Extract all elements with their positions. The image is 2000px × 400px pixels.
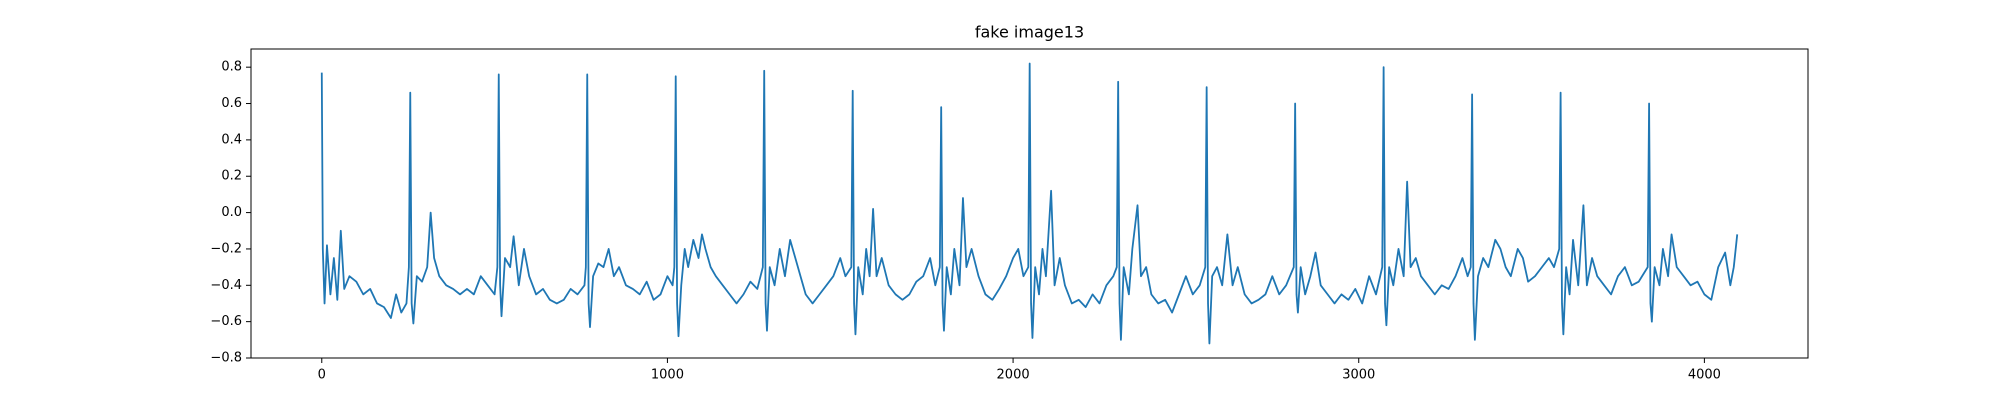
x-tick-label: 2000 (997, 368, 1030, 383)
x-tick-label: 0 (318, 368, 326, 383)
y-tick-label: 0.0 (221, 205, 242, 220)
chart-title: fake image13 (975, 23, 1084, 42)
y-tick-label: −0.8 (210, 351, 242, 366)
x-tick-label: 4000 (1688, 368, 1721, 383)
y-tick-label: −0.4 (210, 278, 242, 293)
y-tick-label: 0.4 (221, 132, 242, 147)
y-tick-label: 0.2 (221, 169, 242, 184)
y-tick-label: −0.6 (210, 314, 242, 329)
data-line (320, 62, 1739, 345)
y-tick-label: 0.6 (221, 96, 242, 111)
y-tick-label: −0.2 (210, 241, 242, 256)
x-tick-label: 1000 (651, 368, 684, 383)
plot-frame (250, 48, 1809, 359)
y-tick-label: 0.8 (221, 60, 242, 75)
x-tick-label: 3000 (1342, 368, 1375, 383)
